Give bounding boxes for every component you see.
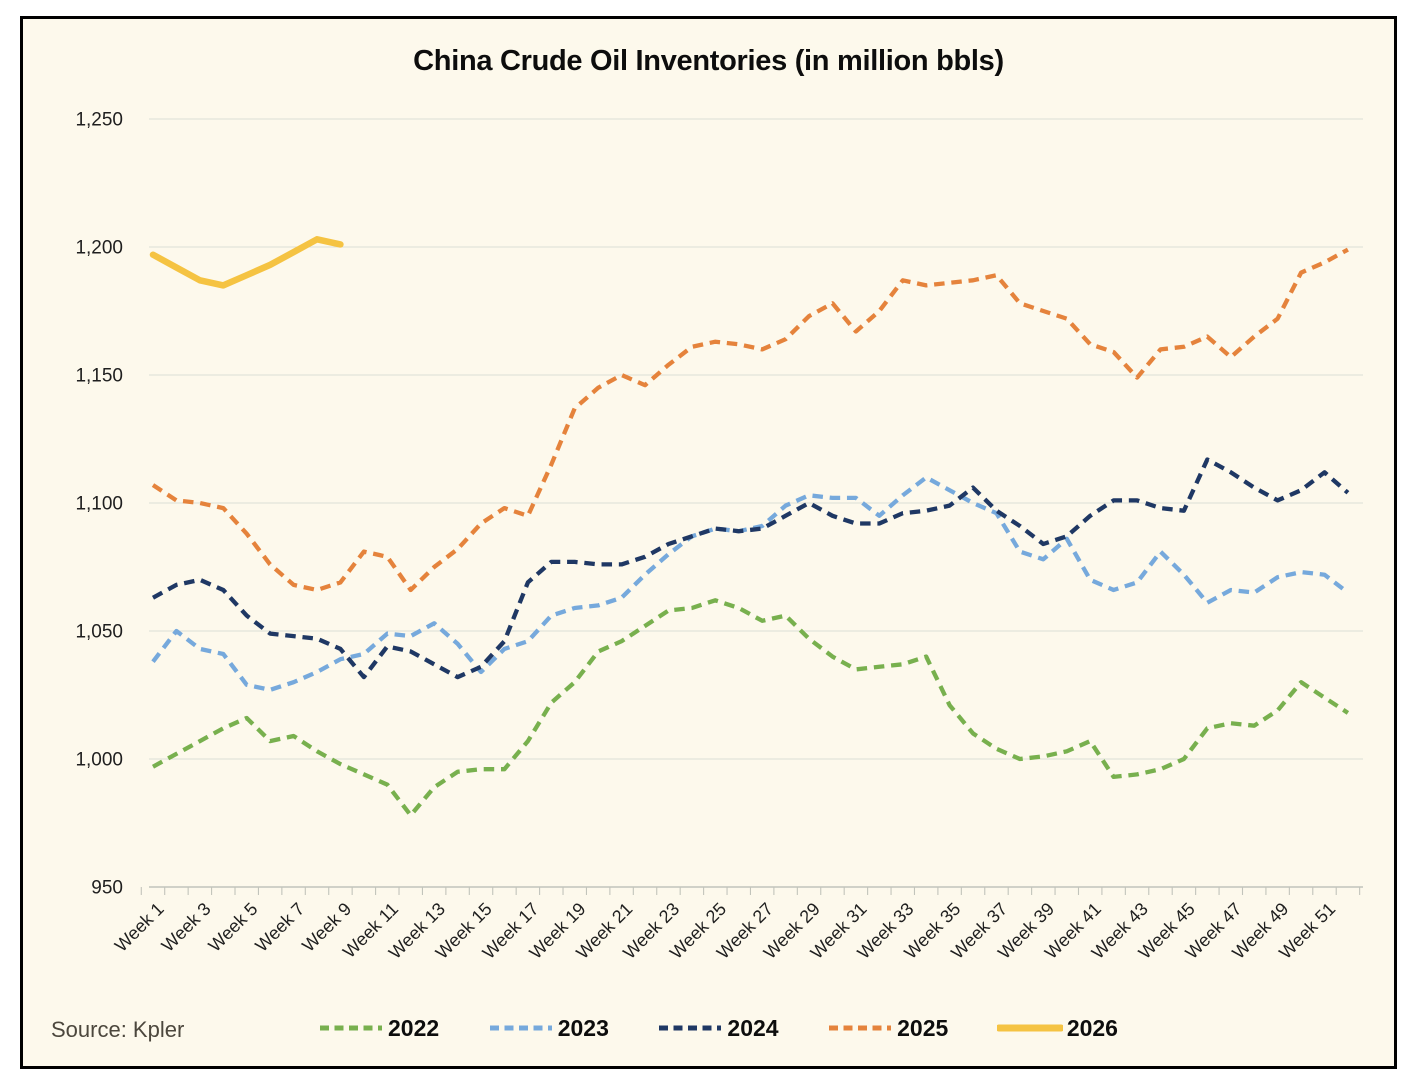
y-axis-tick-label: 1,200 <box>75 238 123 259</box>
series-line-2026 <box>149 236 344 289</box>
x-axis-tick-label: Week 7 <box>251 899 308 956</box>
legend-item-2026: 2026 <box>996 1014 1118 1042</box>
x-axis-tick-label: Week 1 <box>111 899 168 956</box>
series-line-2025 <box>151 247 1349 593</box>
chart-frame: China Crude Oil Inventories (in million … <box>20 16 1397 1069</box>
legend-marker-2023 <box>489 1025 552 1031</box>
y-axis-tick-label: 1,250 <box>75 110 123 131</box>
x-axis-tick-label: Week 5 <box>204 899 261 956</box>
legend-item-2025: 2025 <box>827 1015 948 1042</box>
legend-label-2026: 2026 <box>1066 1014 1118 1041</box>
y-axis-tick-label: 950 <box>91 878 123 899</box>
y-axis-tick-label: 1,100 <box>75 494 123 515</box>
y-axis-tick-label: 1,150 <box>75 366 123 387</box>
chart-legend: 2022 2023 2024 2025 2026 <box>318 1004 1118 1052</box>
x-axis-tick-label: Week 3 <box>158 899 215 956</box>
y-axis-tick-label: 1,000 <box>75 750 123 771</box>
source-caption: Source: Kpler <box>51 1017 185 1042</box>
legend-marker-2024 <box>659 1025 722 1031</box>
chart-title: China Crude Oil Inventories (in million … <box>413 45 1004 77</box>
legend-marker-2025 <box>829 1025 892 1031</box>
legend-label-2025: 2025 <box>897 1014 949 1041</box>
legend-marker-2026 <box>996 1024 1063 1032</box>
legend-marker-2022 <box>320 1025 382 1031</box>
legend-label-2022: 2022 <box>388 1014 440 1041</box>
series-line-2023 <box>151 475 1350 693</box>
y-axis-tick-label: 1,050 <box>75 622 123 643</box>
legend-item-2024: 2024 <box>657 1014 779 1042</box>
legend-item-2022: 2022 <box>318 1015 439 1042</box>
legend-item-2023: 2023 <box>488 1015 609 1042</box>
legend-label-2024: 2024 <box>727 1014 779 1041</box>
series-line-2024 <box>151 457 1350 680</box>
legend-label-2023: 2023 <box>557 1014 609 1041</box>
series-line-2022 <box>151 598 1350 818</box>
